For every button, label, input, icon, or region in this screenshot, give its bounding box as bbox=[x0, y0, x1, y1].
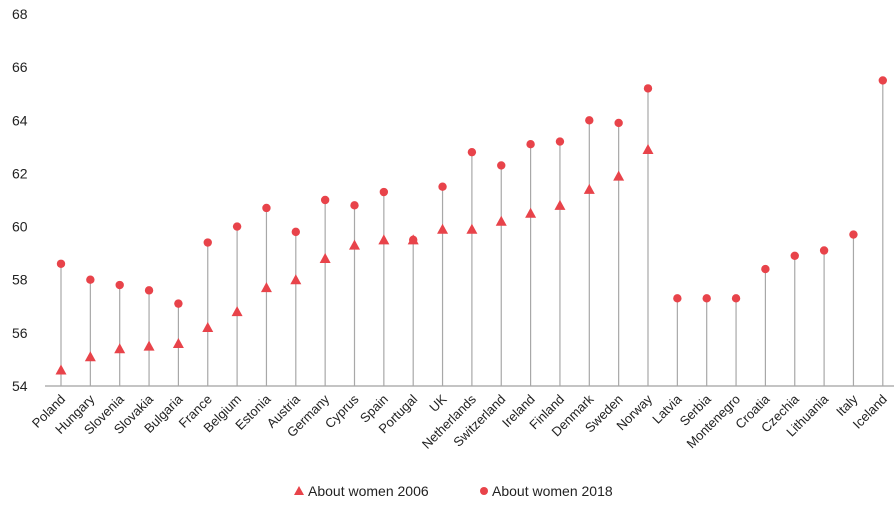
point-2018-denmark bbox=[585, 116, 594, 125]
y-tick-label: 62 bbox=[12, 165, 28, 181]
point-2006-netherlands bbox=[466, 223, 478, 234]
point-2006-slovakia bbox=[143, 340, 155, 351]
point-2006-sweden bbox=[613, 170, 625, 181]
point-2018-latvia bbox=[673, 294, 682, 303]
y-tick-label: 60 bbox=[12, 219, 28, 235]
legend-label-2006: About women 2006 bbox=[308, 483, 429, 499]
legend-marker-2018 bbox=[480, 487, 488, 495]
point-2018-uk bbox=[438, 182, 447, 191]
point-2006-uk bbox=[437, 223, 449, 234]
point-2018-germany bbox=[320, 195, 330, 205]
point-2018-italy bbox=[849, 230, 858, 239]
x-tick-label: Cyprus bbox=[322, 391, 362, 431]
point-2018-portugal bbox=[409, 235, 418, 245]
x-axis-tick-labels: PolandHungarySloveniaSlovakiaBulgariaFra… bbox=[29, 391, 890, 452]
point-2006-switzerland bbox=[495, 215, 507, 226]
point-2018-montenegro bbox=[731, 294, 741, 303]
point-2018-netherlands bbox=[467, 147, 477, 157]
point-2018-hungary bbox=[86, 275, 95, 284]
point-2006-cyprus bbox=[349, 239, 360, 250]
point-2018-finland bbox=[555, 137, 565, 146]
y-tick-label: 58 bbox=[12, 272, 28, 288]
point-2018-czechia bbox=[790, 251, 799, 260]
y-tick-label: 54 bbox=[12, 378, 28, 394]
point-2018-belgium bbox=[232, 222, 242, 231]
point-2018-switzerland bbox=[497, 161, 506, 170]
point-2018-slovenia bbox=[115, 280, 124, 290]
y-tick-label: 66 bbox=[12, 59, 28, 75]
y-axis: 54 56 58 60 62 64 66 68 bbox=[12, 6, 28, 394]
point-2018-cyprus bbox=[350, 201, 359, 210]
point-2006-norway bbox=[642, 144, 654, 155]
point-2006-france bbox=[202, 322, 214, 333]
point-2018-poland bbox=[56, 259, 66, 268]
point-2006-finland bbox=[554, 199, 566, 210]
point-2006-hungary bbox=[84, 351, 96, 362]
point-2018-norway bbox=[643, 84, 653, 93]
point-2006-slovenia bbox=[114, 343, 126, 354]
point-2018-lithuania bbox=[819, 246, 829, 255]
point-2006-denmark bbox=[583, 183, 595, 194]
data-marks bbox=[55, 76, 887, 375]
y-tick-label: 56 bbox=[12, 325, 28, 341]
point-2018-austria bbox=[291, 227, 300, 237]
point-2018-spain bbox=[379, 187, 389, 197]
point-2006-estonia bbox=[260, 282, 272, 293]
point-2018-sweden bbox=[614, 118, 623, 128]
point-2006-austria bbox=[290, 274, 302, 285]
point-2018-croatia bbox=[761, 264, 770, 274]
point-2006-ireland bbox=[525, 207, 537, 218]
point-2006-poland bbox=[55, 364, 67, 375]
x-tick-label: UK bbox=[426, 391, 450, 415]
legend-marker-2006 bbox=[294, 486, 304, 495]
y-tick-label: 64 bbox=[12, 112, 28, 128]
point-2006-germany bbox=[319, 252, 331, 263]
point-2018-bulgaria bbox=[174, 299, 183, 308]
point-2018-serbia bbox=[702, 294, 711, 303]
stems bbox=[60, 80, 884, 386]
legend: About women 2006 About women 2018 bbox=[294, 483, 613, 499]
point-2006-spain bbox=[378, 234, 390, 245]
point-2006-belgium bbox=[231, 306, 243, 317]
point-2018-iceland bbox=[878, 76, 887, 85]
legend-label-2018: About women 2018 bbox=[492, 483, 613, 499]
point-2018-slovakia bbox=[144, 286, 154, 295]
point-2018-estonia bbox=[262, 203, 271, 213]
y-tick-label: 68 bbox=[12, 6, 28, 22]
point-2018-ireland bbox=[526, 140, 535, 149]
point-2006-bulgaria bbox=[172, 337, 184, 348]
point-2018-france bbox=[203, 238, 212, 247]
